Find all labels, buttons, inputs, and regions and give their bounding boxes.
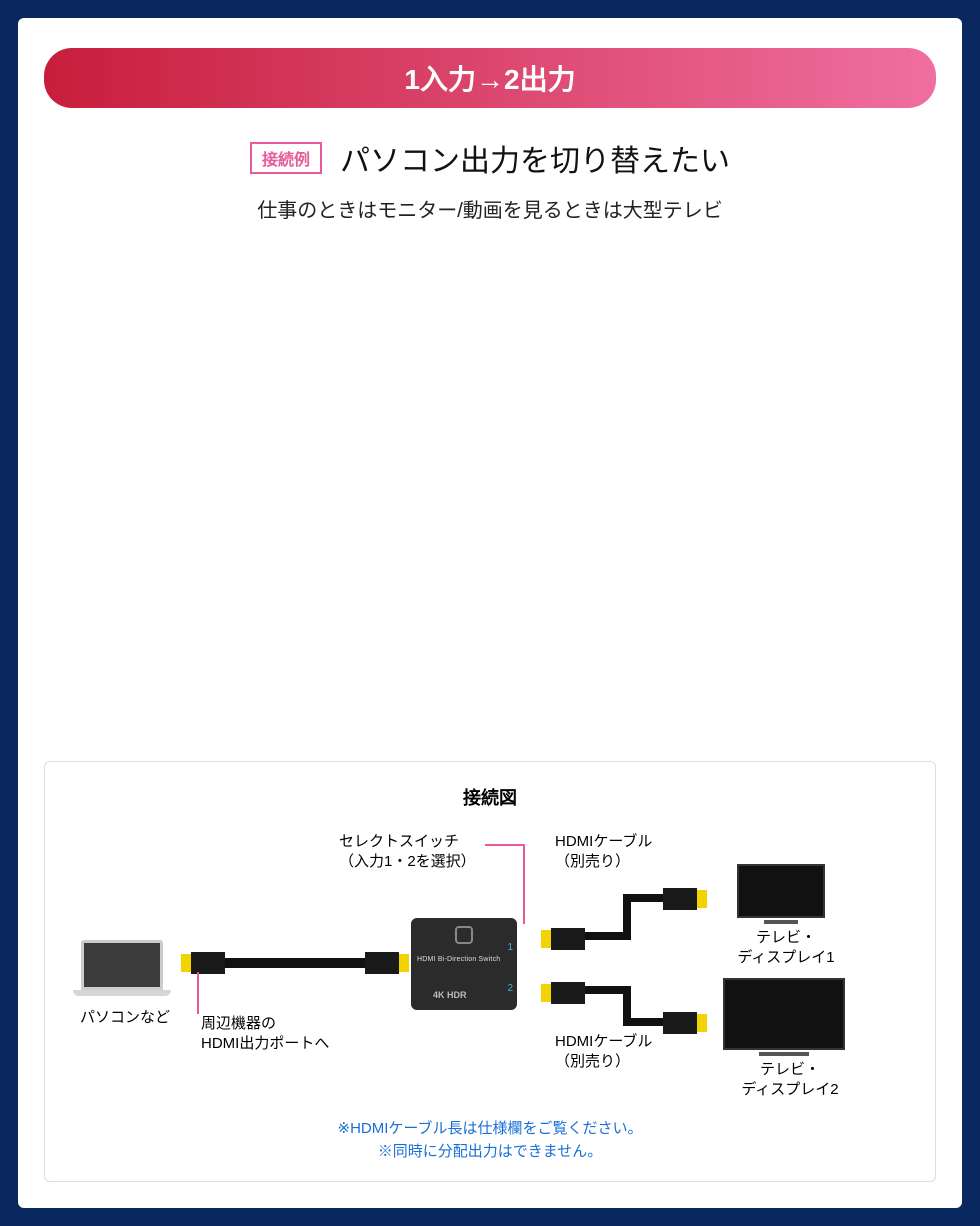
hdmi-cable-a-l2: （別売り） — [555, 852, 685, 872]
pointer-line — [523, 844, 525, 924]
select-switch-label: セレクトスイッチ （入力1・2を選択） — [339, 832, 489, 873]
hdmi-out-label-l2: HDMI出力ポートへ — [201, 1034, 361, 1054]
switch-text: HDMI Bi-Direction Switch — [417, 956, 500, 963]
hdmi-plug-icon — [541, 982, 585, 1004]
hdmi-plug-icon — [181, 952, 225, 974]
diagram-box: 接続図 セレクトスイッチ （入力1・2を選択） パソコンなど 周辺機器の — [44, 761, 936, 1182]
hdmi-cable-b-l2: （別売り） — [555, 1052, 685, 1072]
heading-row: 接続例 パソコン出力を切り替えたい — [44, 136, 936, 180]
display-1-label: テレビ・ ディスプレイ1 — [721, 928, 851, 969]
page-heading: パソコン出力を切り替えたい — [340, 136, 730, 180]
card: 1入力→2出力 接続例 パソコン出力を切り替えたい 仕事のときはモニター/動画を… — [18, 18, 962, 1208]
hdmi-out-label: 周辺機器の HDMI出力ポートへ — [201, 1014, 361, 1055]
diagram-notes: ※HDMIケーブル長は仕様欄をご覧ください。 ※同時に分配出力はできません。 — [71, 1118, 909, 1163]
mode-banner: 1入力→2出力 — [44, 48, 936, 108]
display-1-icon — [737, 864, 825, 924]
display-1-l1: テレビ・ — [721, 928, 851, 948]
pointer-line — [197, 972, 199, 1014]
cable-icon — [623, 894, 663, 902]
select-switch-label-l1: セレクトスイッチ — [339, 832, 489, 852]
diagram-title: 接続図 — [71, 784, 909, 810]
select-switch-label-l2: （入力1・2を選択） — [339, 852, 489, 872]
hdmi-plug-icon — [663, 1012, 707, 1034]
example-tag: 接続例 — [250, 142, 322, 174]
port-2-label: 2 — [507, 983, 513, 994]
note-line-1: ※HDMIケーブル長は仕様欄をご覧ください。 — [71, 1118, 909, 1141]
display-1-l2: ディスプレイ1 — [721, 948, 851, 968]
port-1-label: 1 — [507, 942, 513, 953]
subheading: 仕事のときはモニター/動画を見るときは大型テレビ — [44, 194, 936, 223]
hdmi-plug-icon — [663, 888, 707, 910]
hdmi-cable-b-l1: HDMIケーブル — [555, 1032, 685, 1052]
pointer-line — [485, 844, 525, 846]
hdmi-cable-a-l1: HDMIケーブル — [555, 832, 685, 852]
laptop-label: パソコンなど — [71, 1008, 179, 1028]
laptop-icon — [81, 940, 171, 996]
cable-icon — [225, 958, 365, 968]
display-2-icon — [723, 978, 845, 1056]
hdmi-out-label-l1: 周辺機器の — [201, 1014, 361, 1034]
hdmi-switch-icon: HDMI Bi-Direction Switch 4K HDR 1 2 — [411, 918, 517, 1010]
select-button-icon — [455, 926, 473, 944]
display-2-l2: ディスプレイ2 — [725, 1080, 855, 1100]
cable-icon — [623, 1018, 663, 1026]
display-2-label: テレビ・ ディスプレイ2 — [725, 1060, 855, 1101]
switch-4k-badge: 4K HDR — [433, 990, 467, 1000]
diagram-stage: セレクトスイッチ （入力1・2を選択） パソコンなど 周辺機器の HDMI出力ポ… — [71, 832, 909, 1112]
hdmi-plug-icon — [365, 952, 409, 974]
hdmi-cable-b-label: HDMIケーブル （別売り） — [555, 1032, 685, 1073]
hdmi-plug-icon — [541, 928, 585, 950]
display-2-l1: テレビ・ — [725, 1060, 855, 1080]
note-line-2: ※同時に分配出力はできません。 — [71, 1141, 909, 1164]
hdmi-cable-a-label: HDMIケーブル （別売り） — [555, 832, 685, 873]
